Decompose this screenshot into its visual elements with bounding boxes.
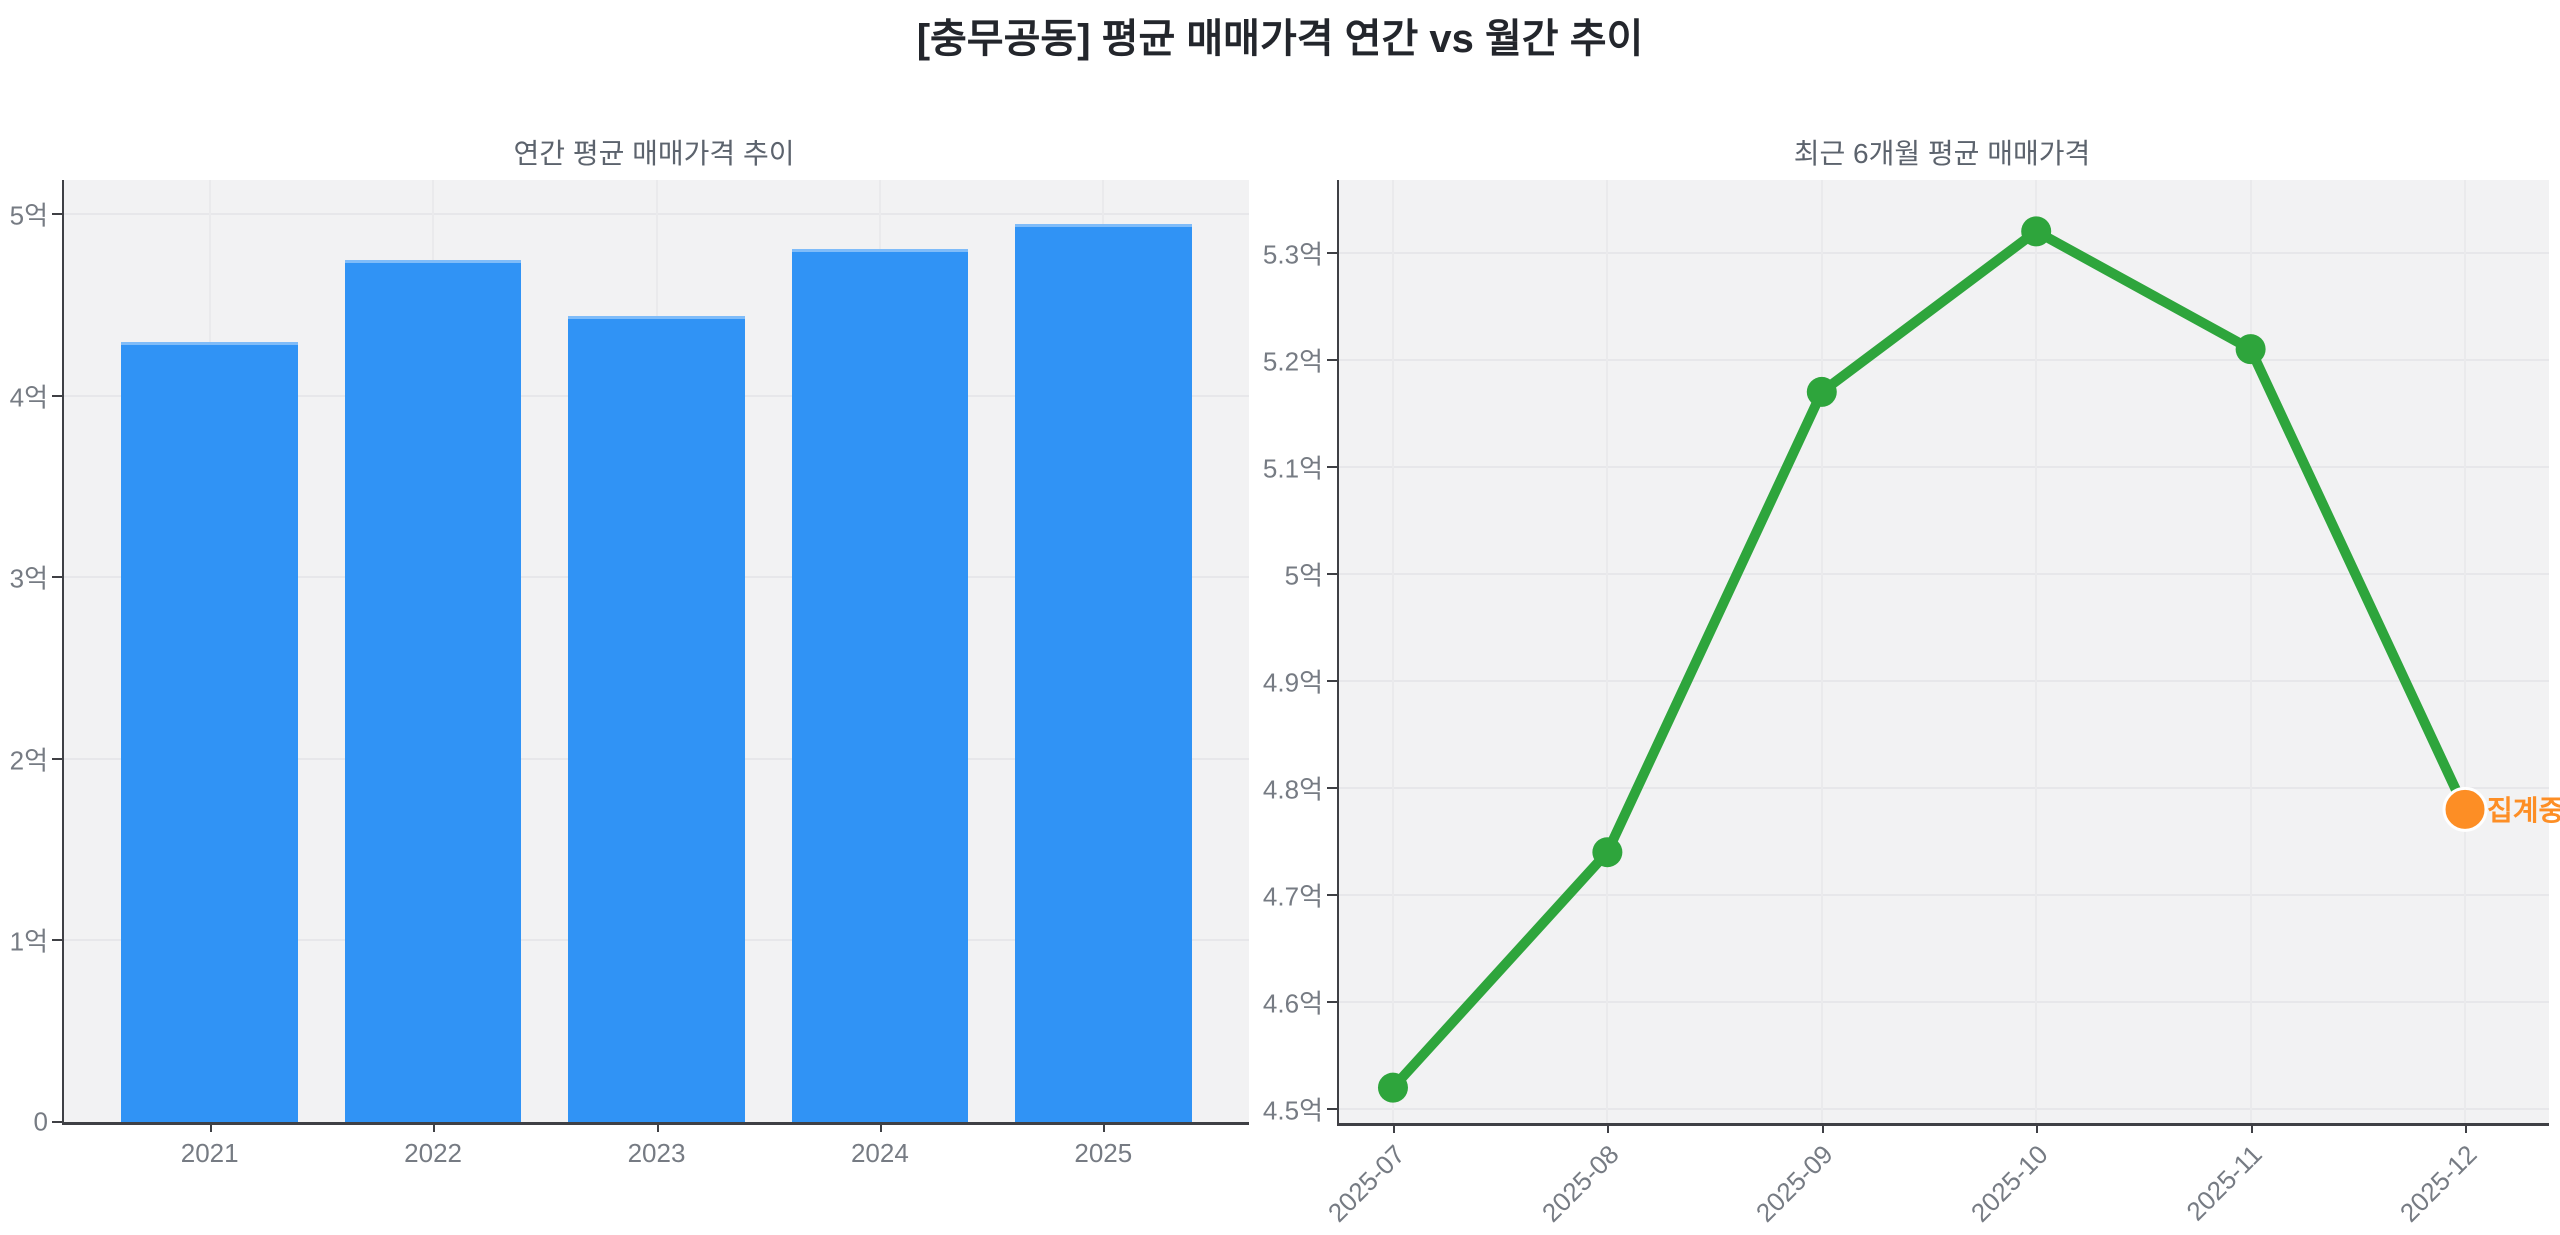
- x-axis-tick: [1607, 1123, 1610, 1133]
- y-axis-tick: [52, 212, 62, 215]
- x-axis-label: 2025-07: [1321, 1139, 1411, 1228]
- y-gridline: [1339, 1001, 2549, 1004]
- x-axis-label: 2025-12: [2393, 1139, 2483, 1228]
- x-axis-label: 2025: [1074, 1138, 1133, 1168]
- data-point-estimate: [2442, 786, 2488, 832]
- data-point: [2235, 334, 2266, 365]
- y-axis-tick: [52, 939, 62, 942]
- data-point: [1592, 837, 1623, 868]
- y-axis-tick: [1327, 679, 1337, 682]
- bar-chart-title: 연간 평균 매매가격 추이: [513, 138, 795, 169]
- y-axis-label: 4.5억: [1262, 1095, 1323, 1126]
- x-axis-label: 2024: [850, 1138, 909, 1168]
- bar-2023: [568, 316, 745, 1122]
- x-axis-label: 2025-11: [2180, 1139, 2268, 1227]
- bar-2022: [344, 260, 522, 1122]
- x-axis-label: 2025-10: [1964, 1139, 2054, 1228]
- x-axis-label: 2022: [404, 1138, 463, 1168]
- y-gridline: [1339, 786, 2549, 789]
- bar-2021: [121, 341, 298, 1122]
- y-axis-tick: [1327, 572, 1337, 575]
- data-point: [1806, 376, 1837, 407]
- x-gridline: [2035, 180, 2038, 1123]
- y-axis-label: 4억: [9, 382, 48, 413]
- y-axis-tick: [1327, 358, 1337, 361]
- y-gridline: [1339, 894, 2549, 896]
- x-gridline: [2464, 180, 2467, 1123]
- y-axis-label: 5.1억: [1262, 453, 1323, 484]
- annotation-label: 집계중: [2487, 795, 2560, 827]
- x-axis-tick: [1103, 1122, 1106, 1132]
- y-axis-label: 5.2억: [1262, 346, 1323, 377]
- y-axis-tick: [1327, 894, 1337, 896]
- data-point: [2021, 216, 2052, 247]
- y-axis-label: 4.6억: [1262, 988, 1323, 1019]
- y-axis-tick: [1327, 786, 1337, 789]
- y-gridline: [1339, 679, 2549, 682]
- x-axis-label: 2025-09: [1750, 1139, 1840, 1228]
- x-axis-tick: [433, 1122, 436, 1132]
- y-gridline: [1339, 358, 2549, 361]
- x-axis-label: 2025-08: [1535, 1139, 1625, 1228]
- x-axis-tick: [2250, 1123, 2253, 1133]
- x-axis-tick: [2036, 1123, 2039, 1133]
- y-axis-label: 5억: [1284, 560, 1323, 591]
- x-axis-tick: [1392, 1123, 1395, 1133]
- y-axis-label: 1억: [9, 926, 48, 957]
- y-axis-label: 2억: [9, 745, 48, 776]
- x-axis-label: 2023: [627, 1138, 686, 1168]
- x-axis-tick: [209, 1122, 212, 1132]
- data-point: [1377, 1072, 1408, 1103]
- y-axis-tick: [52, 757, 62, 760]
- y-axis-label: 0: [33, 1106, 48, 1137]
- x-gridline: [1606, 180, 1609, 1123]
- y-axis-label: 4.9억: [1262, 667, 1323, 698]
- y-gridline: [1339, 465, 2549, 468]
- y-axis-label: 3억: [9, 563, 48, 594]
- x-gridline: [1391, 180, 1394, 1123]
- line-chart-title: 최근 6개월 평균 매매가격: [1793, 138, 2091, 169]
- bar-chart-plot-area: 0 1억 2억 3억 4억 5억 2021 2022 2023 2024 2025: [10, 180, 1249, 1168]
- x-axis-tick: [1821, 1123, 1824, 1133]
- x-axis-tick: [656, 1122, 659, 1132]
- y-axis-tick: [1327, 251, 1337, 254]
- bar-2025: [1015, 223, 1192, 1122]
- y-axis-tick: [52, 1121, 62, 1123]
- line-path: [1387, 226, 2471, 1093]
- page-title: [충무공동] 평균 매매가격 연간 vs 월간 추이: [916, 17, 1644, 61]
- y-axis-tick: [52, 394, 62, 397]
- y-axis-tick: [1327, 465, 1337, 468]
- x-axis-tick: [2465, 1123, 2468, 1133]
- y-axis-label: 4.7억: [1262, 881, 1323, 912]
- x-gridline: [1820, 180, 1823, 1123]
- y-axis-tick: [52, 576, 62, 579]
- x-axis-tick: [879, 1122, 882, 1132]
- price-line-series: [1377, 216, 2488, 1103]
- y-axis-label: 4.8억: [1262, 774, 1323, 805]
- x-gridline: [2249, 180, 2252, 1123]
- x-axis-label: 2021: [180, 1138, 239, 1168]
- bar-2024: [791, 249, 969, 1122]
- y-axis-label: 5억: [9, 200, 48, 231]
- line-chart-plot-area: 4.5억 4.6억 4.7억 4.8억 4.9억 5억 5.1억 5.2억 5.3억 2025-0…: [1263, 180, 2560, 1228]
- y-gridline: [1339, 572, 2549, 575]
- y-axis-tick: [1327, 1001, 1337, 1004]
- y-axis-label: 5.3억: [1262, 239, 1323, 270]
- y-gridline: [1339, 1108, 2549, 1111]
- y-axis-tick: [1327, 1108, 1337, 1111]
- y-gridline: [1339, 251, 2549, 254]
